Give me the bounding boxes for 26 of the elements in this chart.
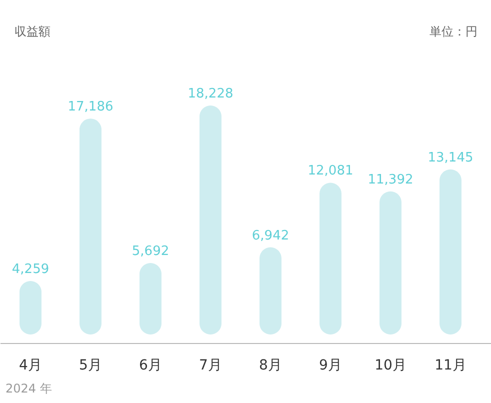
data-label: 11,392 <box>368 172 414 188</box>
x-tick-label: 5月 <box>79 358 102 374</box>
data-label: 6,942 <box>252 228 290 244</box>
bar <box>260 247 282 334</box>
text: 2024 年 <box>6 382 52 396</box>
x-tick-label: 7月 <box>199 358 222 374</box>
x-tick-label: 11月 <box>434 358 466 374</box>
bar <box>200 106 222 334</box>
data-label: 13,145 <box>428 150 474 166</box>
text: 単位：円 <box>430 24 478 38</box>
data-label: 12,081 <box>308 164 354 179</box>
text: 収益額 <box>14 24 50 38</box>
bar <box>380 191 402 334</box>
bar <box>440 169 462 334</box>
x-tick-label: 8月 <box>259 358 282 374</box>
bar <box>320 182 342 334</box>
x-tick-label: 6月 <box>139 358 162 374</box>
x-tick-label: 10月 <box>374 358 406 374</box>
x-tick-label: 4月 <box>19 358 42 374</box>
data-label: 4,259 <box>12 262 50 277</box>
bar <box>80 118 102 334</box>
data-label: 5,692 <box>132 244 170 259</box>
x-tick-label: 9月 <box>319 358 342 374</box>
data-label: 17,186 <box>68 100 114 115</box>
bar <box>140 262 162 334</box>
data-label: 18,228 <box>188 86 234 102</box>
